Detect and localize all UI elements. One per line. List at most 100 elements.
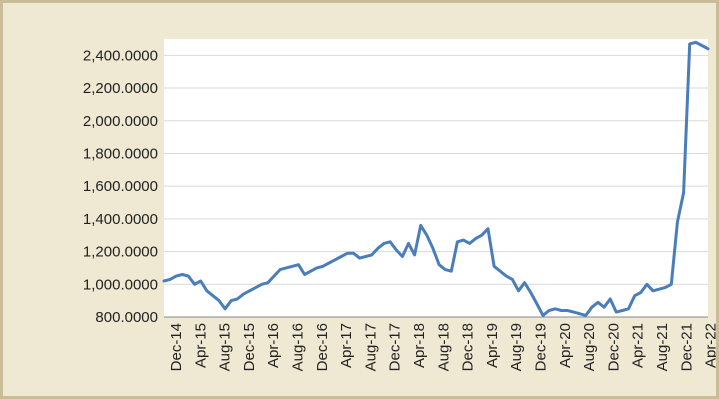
x-tick-label: Apr-19 xyxy=(484,323,501,368)
data-point xyxy=(279,269,281,271)
data-point xyxy=(554,308,556,310)
data-point xyxy=(536,303,538,305)
data-point xyxy=(359,257,361,259)
data-point xyxy=(505,275,507,277)
data-point xyxy=(664,287,666,289)
data-point xyxy=(255,287,257,289)
series-line xyxy=(162,40,710,317)
data-point xyxy=(591,306,593,308)
x-axis-tick-labels: Dec-14 Apr-15 Aug-15 Dec-15 Apr-16 Aug-16 Dec-… xyxy=(168,323,716,371)
data-point xyxy=(169,278,171,280)
data-point xyxy=(224,308,226,310)
data-point xyxy=(487,228,489,230)
data-point xyxy=(426,234,428,236)
data-point xyxy=(676,221,678,223)
data-point xyxy=(291,265,293,267)
x-tick-label: Apr-22 xyxy=(703,323,716,368)
y-tick-label: 2,400.0000 xyxy=(83,47,158,64)
y-tick-label: 1,400.0000 xyxy=(83,211,158,228)
data-point xyxy=(297,264,299,266)
data-point xyxy=(646,283,648,285)
data-point xyxy=(438,264,440,266)
data-point xyxy=(566,309,568,311)
data-point xyxy=(194,283,196,285)
data-point xyxy=(670,283,672,285)
x-tick-label: Dec-17 xyxy=(387,323,404,371)
data-point xyxy=(609,298,611,300)
data-point xyxy=(267,282,269,284)
data-point xyxy=(249,290,251,292)
data-point xyxy=(628,308,630,310)
data-point xyxy=(585,314,587,316)
data-point xyxy=(242,293,244,295)
data-point xyxy=(181,273,183,275)
x-tick-label: Dec-14 xyxy=(168,323,185,371)
x-tick-label: Apr-15 xyxy=(192,323,209,368)
gridlines xyxy=(164,54,708,318)
data-point xyxy=(597,301,599,303)
series-layer xyxy=(162,40,710,317)
data-point xyxy=(212,295,214,297)
data-point xyxy=(518,290,520,292)
data-point xyxy=(261,283,263,285)
data-point xyxy=(383,242,385,244)
data-point xyxy=(634,295,636,297)
y-tick-label: 2,200.0000 xyxy=(83,80,158,97)
data-point xyxy=(230,300,232,302)
data-point xyxy=(340,255,342,257)
data-point xyxy=(548,309,550,311)
x-tick-label: Dec-19 xyxy=(533,323,550,371)
y-tick-label: 1,000.0000 xyxy=(83,276,158,293)
data-point xyxy=(481,234,483,236)
data-point xyxy=(401,255,403,257)
data-point xyxy=(365,255,367,257)
data-point xyxy=(511,278,513,280)
x-tick-label: Aug-20 xyxy=(581,323,598,371)
data-point xyxy=(695,41,697,43)
data-point xyxy=(273,275,275,277)
x-tick-label: Apr-17 xyxy=(338,323,355,368)
data-point xyxy=(304,273,306,275)
x-tick-label: Dec-16 xyxy=(314,323,331,371)
data-point xyxy=(640,291,642,293)
data-point xyxy=(377,247,379,249)
data-point xyxy=(444,269,446,271)
x-tick-label: Apr-20 xyxy=(557,323,574,368)
x-tick-label: Apr-21 xyxy=(630,323,647,368)
data-point xyxy=(371,254,373,256)
data-point xyxy=(187,275,189,277)
data-point xyxy=(658,288,660,290)
y-tick-label: 2,000.0000 xyxy=(83,113,158,130)
x-tick-label: Aug-17 xyxy=(362,323,379,371)
data-point xyxy=(432,247,434,249)
data-point xyxy=(683,192,685,194)
data-point xyxy=(621,309,623,311)
y-tick-label: 1,600.0000 xyxy=(83,178,158,195)
data-point xyxy=(407,242,409,244)
data-point xyxy=(395,249,397,251)
y-tick-label: 1,200.0000 xyxy=(83,244,158,261)
data-point xyxy=(573,311,575,313)
data-point xyxy=(542,314,544,316)
data-point xyxy=(456,241,458,243)
x-tick-label: Dec-20 xyxy=(605,323,622,371)
x-tick-label: Dec-18 xyxy=(460,323,477,371)
data-point xyxy=(469,242,471,244)
data-point xyxy=(579,313,581,315)
x-tick-label: Aug-21 xyxy=(654,323,671,371)
x-tick-label: Dec-15 xyxy=(241,323,258,371)
data-point xyxy=(236,298,238,300)
x-tick-label: Aug-19 xyxy=(508,323,525,371)
data-point xyxy=(701,45,703,47)
y-tick-label: 1,800.0000 xyxy=(83,145,158,162)
data-point xyxy=(206,290,208,292)
data-point xyxy=(175,275,177,277)
data-point xyxy=(450,270,452,272)
data-point xyxy=(420,224,422,226)
y-tick-label: 800.0000 xyxy=(95,309,158,326)
data-point xyxy=(463,239,465,241)
line-chart: 800.0000 1,000.0000 1,200.0000 1,400.0000 1,… xyxy=(83,39,716,371)
data-point xyxy=(218,300,220,302)
y-axis-tick-labels: 800.0000 1,000.0000 1,200.0000 1,400.0000 1,… xyxy=(83,47,158,326)
data-point xyxy=(200,280,202,282)
